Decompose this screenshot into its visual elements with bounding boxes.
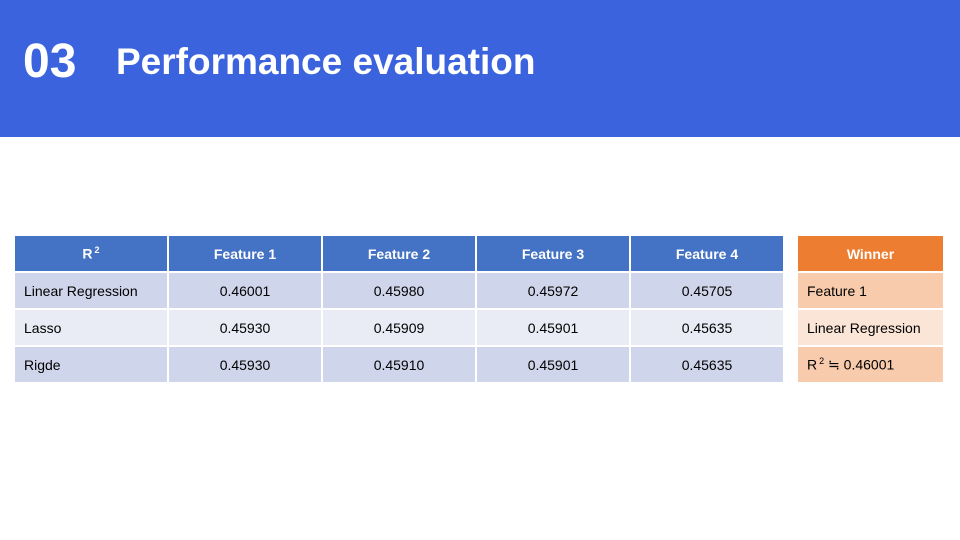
superscript-2: 2 [94,245,100,256]
table-cell: 0.45972 [475,271,631,310]
row-label: Rigde [13,345,169,384]
table-row: Rigde 0.45930 0.45910 0.45901 0.45635 [13,345,785,384]
table-cell: 0.45909 [321,308,477,347]
row-label: Lasso [13,308,169,347]
row-label: Linear Regression [13,271,169,310]
table-cell: 0.45635 [629,345,785,384]
winner-model: Linear Regression [796,308,945,347]
superscript-2: 2 [819,355,825,366]
winner-feature: Feature 1 [796,271,945,310]
table-cell: 0.46001 [167,271,323,310]
table-row: Lasso 0.45930 0.45909 0.45901 0.45635 [13,308,785,347]
winner-row: Linear Regression [796,308,945,347]
header-feature-4: Feature 4 [629,234,785,273]
winner-row: Feature 1 [796,271,945,310]
title-banner: 03 Performance evaluation [0,0,960,137]
table-cell: 0.45901 [475,345,631,384]
table-cell: 0.45980 [321,271,477,310]
table-cell: 0.45635 [629,308,785,347]
header-feature-2: Feature 2 [321,234,477,273]
header-feature-1: Feature 1 [167,234,323,273]
section-number: 03 [23,35,77,88]
table-cell: 0.45910 [321,345,477,384]
table-cell: 0.45930 [167,308,323,347]
table-cell: 0.45705 [629,271,785,310]
table-row: Linear Regression 0.46001 0.45980 0.4597… [13,271,785,310]
header-feature-3: Feature 3 [475,234,631,273]
table-cell: 0.45901 [475,308,631,347]
table-cell: 0.45930 [167,345,323,384]
winner-header: Winner [796,234,945,273]
winner-header-row: Winner [796,234,945,273]
page-title: Performance evaluation [116,41,536,82]
